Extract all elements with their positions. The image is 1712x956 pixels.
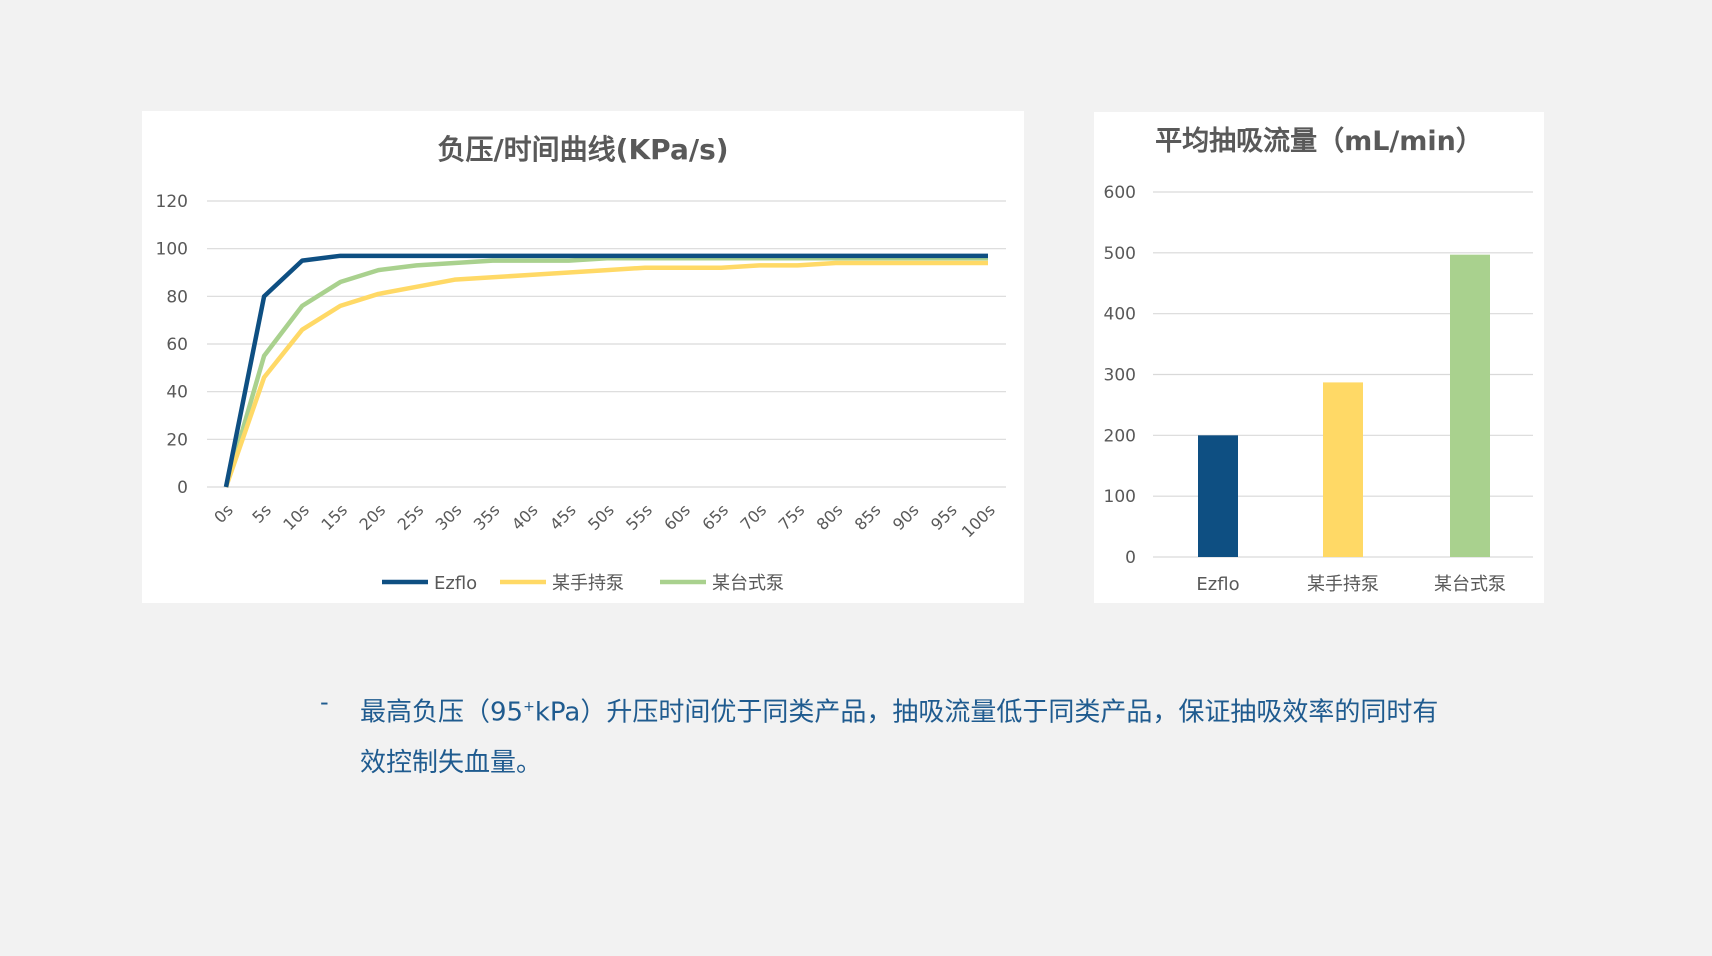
series-line-2 (223, 255, 988, 488)
series-line-1 (223, 260, 988, 488)
x-tick-label: 某手持泵 (1307, 574, 1379, 595)
x-tick-label: 30s (432, 500, 466, 534)
x-tick-label: 40s (508, 500, 542, 534)
desc-part: kPa）升压时间优于同类产品，抽吸流量低于同类产品，保证抽吸效率的同时有效控制失… (360, 697, 1439, 778)
x-tick-label: 10s (279, 500, 313, 534)
x-tick-label: 75s (775, 500, 809, 534)
x-tick-label: 0s (210, 500, 237, 527)
x-tick-label: 35s (470, 500, 504, 534)
x-tick-label: 60s (660, 500, 694, 534)
description-text: 最高负压（95+kPa）升压时间优于同类产品，抽吸流量低于同类产品，保证抽吸效率… (360, 682, 1450, 788)
y-tick-label: 600 (1104, 183, 1136, 203)
chart-title: 负压/时间曲线(KPa/s) (437, 133, 728, 166)
legend-label: Ezflo (434, 573, 477, 594)
y-tick-label: 300 (1104, 366, 1136, 386)
x-tick-label: 15s (317, 500, 351, 534)
x-tick-label: Ezflo (1196, 574, 1239, 595)
pressure-time-chart: 负压/时间曲线(KPa/s) 0 20 40 60 80 100 120 0s 5s 10s 15s 2… (142, 111, 1024, 603)
y-tick-label: 200 (1104, 426, 1136, 446)
average-flow-chart: 平均抽吸流量（mL/min） 0 100 200 300 400 500 600 Ezflo 某手… (1094, 112, 1544, 603)
series-line-0 (223, 253, 988, 488)
legend-label: 某手持泵 (552, 573, 624, 594)
x-tick-label: 70s (736, 500, 770, 534)
x-tick-label: 90s (889, 500, 923, 534)
y-tick-label: 100 (156, 240, 188, 260)
legend-label: 某台式泵 (712, 573, 784, 594)
y-tick-label: 40 (166, 383, 188, 403)
chart-title: 平均抽吸流量（mL/min） (1155, 126, 1483, 157)
y-tick-label: 60 (166, 335, 188, 355)
x-tick-label: 95s (927, 500, 961, 534)
x-tick-label: 45s (546, 500, 580, 534)
bar-0 (1198, 435, 1238, 557)
y-tick-label: 0 (177, 478, 188, 498)
y-tick-label: 80 (166, 287, 188, 307)
x-tick-label: 80s (813, 500, 847, 534)
x-tick-label: 25s (394, 500, 428, 534)
y-tick-label: 100 (1104, 487, 1136, 507)
x-tick-label: 100s (958, 500, 999, 541)
x-tick-label: 5s (248, 500, 275, 527)
x-tick-label: 20s (355, 500, 389, 534)
x-tick-label: 85s (851, 500, 885, 534)
x-tick-label: 55s (622, 500, 656, 534)
x-tick-label: 65s (698, 500, 732, 534)
y-tick-label: 20 (166, 430, 188, 450)
y-tick-label: 120 (156, 192, 188, 212)
y-tick-label: 500 (1104, 244, 1136, 264)
bar-1 (1323, 382, 1363, 557)
bullet-dash: - (320, 688, 329, 716)
y-tick-label: 400 (1104, 305, 1136, 325)
bar-2 (1450, 254, 1490, 558)
y-tick-label: 0 (1125, 548, 1136, 568)
desc-part: 最高负压（95 (360, 697, 524, 728)
bar-chart-svg: 平均抽吸流量（mL/min） 0 100 200 300 400 500 600 Ezflo 某手… (1104, 126, 1533, 595)
x-tick-label: 某台式泵 (1434, 574, 1506, 595)
desc-superscript: + (523, 699, 535, 715)
x-tick-label: 50s (584, 500, 618, 534)
